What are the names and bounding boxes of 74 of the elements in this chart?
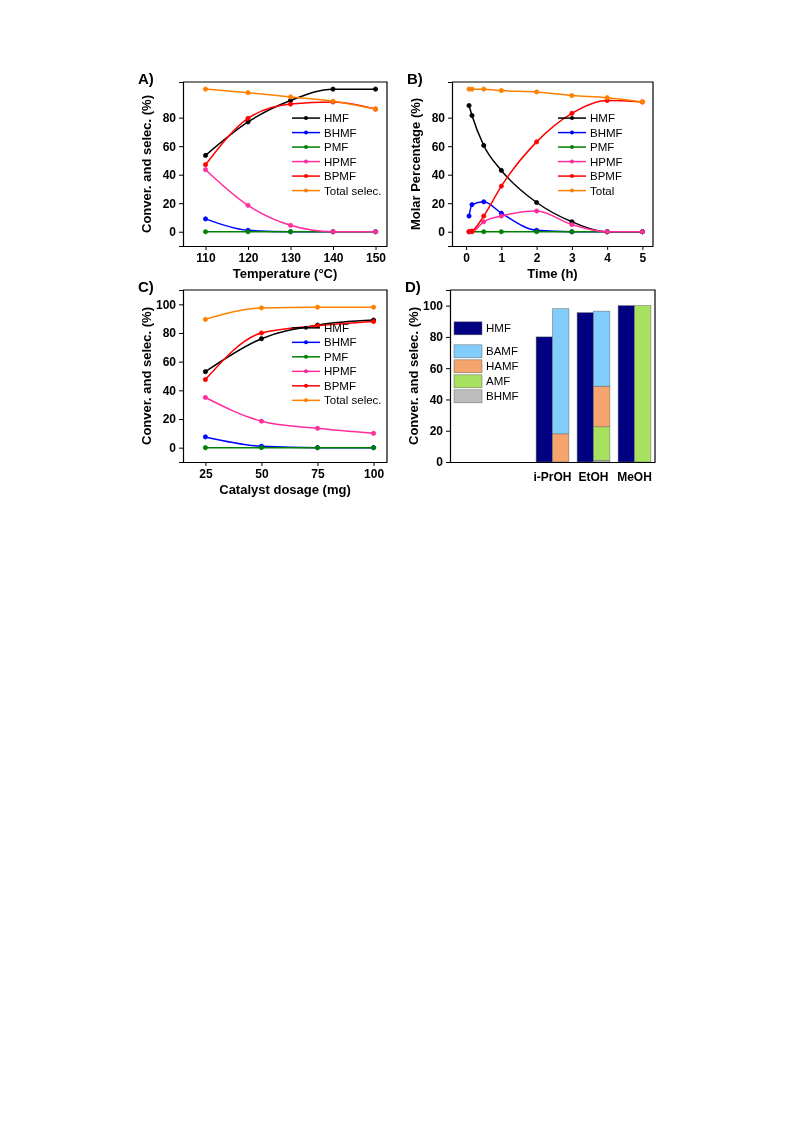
legend-label: BHMF: [324, 126, 357, 139]
legend-label: HMF: [324, 321, 349, 334]
legend-label: HPMF: [324, 155, 357, 168]
x-tick-label: 150: [366, 250, 387, 265]
chart-title: D): [405, 278, 421, 295]
y-tick-label: 60: [162, 139, 177, 154]
y-tick-label: 20: [162, 412, 177, 427]
y-tick-label: 80: [429, 330, 444, 345]
y-tick-label: 0: [169, 225, 177, 240]
legend-label: PMF: [324, 350, 349, 363]
x-axis-title: Temperature (°C): [232, 266, 338, 281]
x-tick-label: 1: [498, 250, 506, 265]
y-axis-title: Conver. and selec. (%): [139, 95, 154, 233]
legend-label: HPMF: [324, 365, 357, 378]
legend-label: Total selec.: [324, 184, 382, 197]
x-tick-label: 5: [639, 250, 647, 265]
legend-label: BHMF: [324, 336, 357, 349]
legend-label: HMF: [324, 112, 349, 125]
y-tick-label: 0: [438, 225, 446, 240]
x-tick-label: 140: [323, 250, 344, 265]
x-tick-label: 2: [533, 250, 541, 265]
y-tick-label: 100: [422, 298, 444, 313]
x-tick-label: 3: [569, 250, 577, 265]
x-tick-label: 120: [238, 250, 259, 265]
legend-label: HPMF: [590, 155, 623, 168]
y-tick-label: 80: [431, 110, 446, 125]
legend-label: HMF: [486, 321, 511, 334]
y-tick-label: 0: [169, 441, 177, 456]
y-tick-label: 100: [155, 297, 177, 312]
chart-title: C): [138, 278, 154, 295]
y-tick-label: 20: [431, 196, 446, 211]
y-tick-label: 80: [162, 110, 177, 125]
y-tick-label: 60: [429, 361, 444, 376]
y-axis-title: Molar Percentage (%): [408, 97, 423, 231]
y-tick-label: 20: [429, 424, 444, 439]
x-tick-label: EtOH: [578, 469, 609, 484]
x-tick-label: i-PrOH: [533, 469, 572, 484]
legend-label: BHMF: [590, 126, 623, 139]
legend-label: BPMF: [324, 170, 356, 183]
x-tick-label: 100: [364, 466, 385, 481]
y-tick-label: 40: [162, 383, 177, 398]
y-tick-label: 60: [431, 139, 446, 154]
y-tick-label: 40: [162, 168, 177, 183]
x-tick-label: 110: [196, 250, 217, 265]
x-tick-label: 0: [463, 250, 471, 265]
x-tick-label: 4: [604, 250, 612, 265]
legend-label: PMF: [324, 141, 349, 154]
legend-label: Total selec.: [324, 394, 382, 407]
y-tick-label: 80: [162, 326, 177, 341]
x-tick-label: 25: [199, 466, 213, 481]
x-tick-label: 130: [281, 250, 302, 265]
legend-label: AMF: [486, 374, 511, 387]
legend-label: BPMF: [590, 170, 622, 183]
x-tick-label: 50: [255, 466, 269, 481]
legend-label: BPMF: [324, 379, 356, 392]
y-axis-title: Conver. and selec. (%): [406, 307, 421, 445]
y-tick-label: 60: [162, 355, 177, 370]
x-axis-title: Time (h): [527, 266, 578, 281]
legend-label: BAMF: [486, 344, 518, 357]
legend-label: HMF: [590, 112, 615, 125]
y-tick-label: 20: [162, 196, 177, 211]
y-axis-title: Conver. and selec. (%): [139, 307, 154, 445]
chart-title: A): [138, 70, 154, 87]
x-tick-label: 75: [311, 466, 325, 481]
x-axis-title: Catalyst dosage (mg): [219, 482, 351, 497]
y-tick-label: 40: [429, 392, 444, 407]
legend-label: Total: [590, 184, 615, 197]
legend-label: PMF: [590, 141, 615, 154]
y-tick-label: 40: [431, 168, 446, 183]
chart-title: B): [407, 70, 423, 87]
y-tick-label: 0: [436, 455, 444, 470]
legend-label: HAMF: [486, 359, 519, 372]
x-tick-label: MeOH: [617, 469, 652, 484]
legend-label: BHMF: [486, 389, 519, 402]
